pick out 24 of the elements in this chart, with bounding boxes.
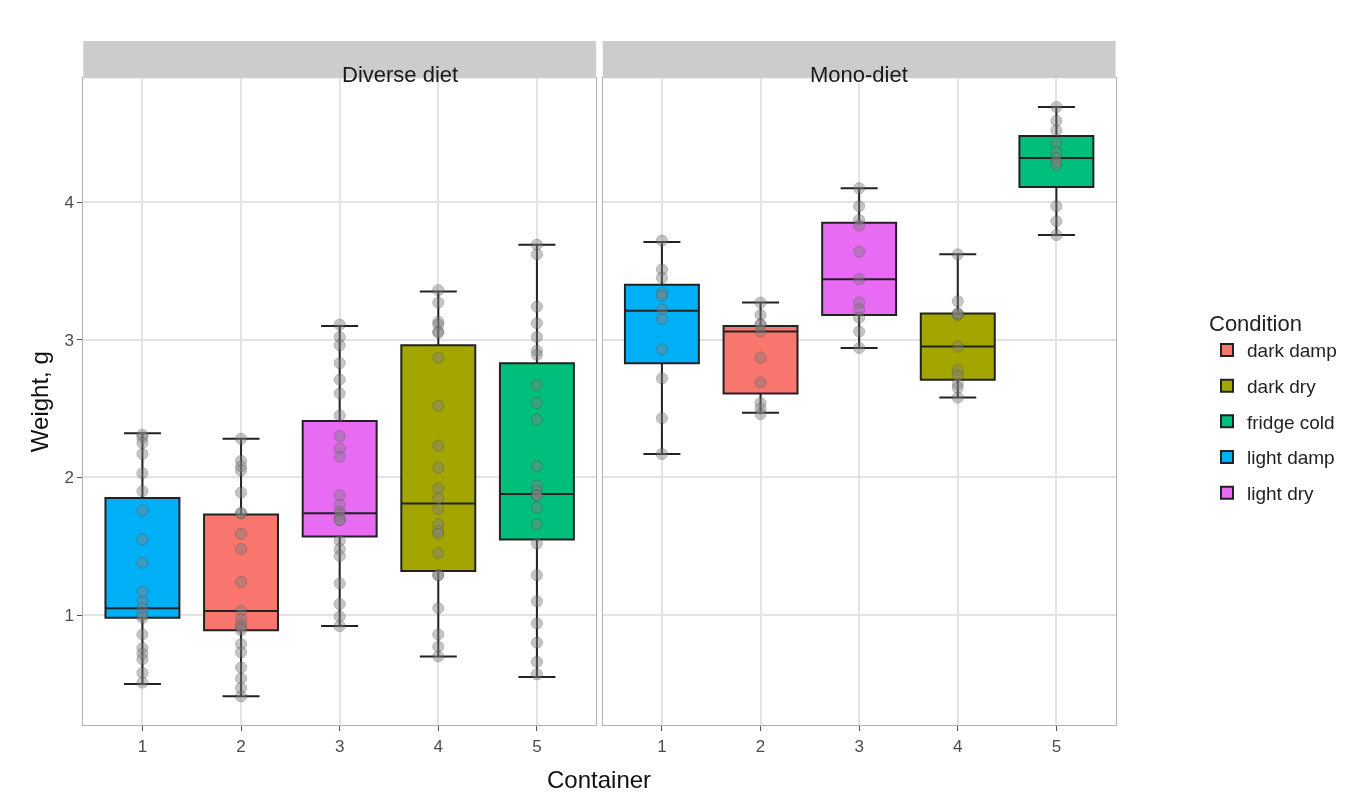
legend-label: light dry <box>1247 483 1315 505</box>
x-axis-title: Container <box>547 766 652 793</box>
legend-title: Condition <box>1209 311 1302 337</box>
x-tick-label: 5 <box>1051 736 1062 756</box>
chart-title: Mono-diet <box>810 62 908 87</box>
y-axis-title: Weight, g <box>26 351 54 453</box>
x-tick-label: 4 <box>953 736 963 756</box>
x-tick-label: 1 <box>657 736 667 756</box>
chart-title: Diverse diet <box>342 62 459 87</box>
y-tick-label: 1 <box>64 606 74 626</box>
x-tick-label: 2 <box>236 736 246 756</box>
x-tick-label: 2 <box>755 736 766 756</box>
x-tick-label: 3 <box>854 736 864 756</box>
x-tick-label: 4 <box>433 736 444 756</box>
legend-label: light damp <box>1247 447 1335 469</box>
y-tick-label: 4 <box>64 192 74 212</box>
legend-label: dark damp <box>1247 340 1337 362</box>
legend-label: fridge cold <box>1247 411 1335 433</box>
x-tick-label: 5 <box>532 736 542 756</box>
y-tick-label: 3 <box>64 330 74 350</box>
legend-label: dark dry <box>1247 376 1317 398</box>
x-tick-label: 3 <box>334 736 345 756</box>
y-tick-label: 2 <box>64 468 74 488</box>
x-tick-label: 1 <box>137 736 148 756</box>
